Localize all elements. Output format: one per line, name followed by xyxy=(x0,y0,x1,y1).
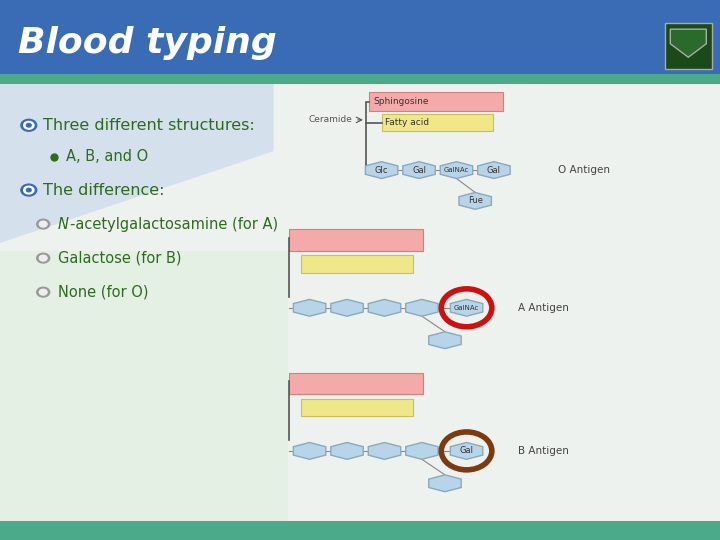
Circle shape xyxy=(40,289,47,295)
Bar xyxy=(289,230,423,251)
Polygon shape xyxy=(450,299,483,316)
Circle shape xyxy=(21,119,37,131)
Polygon shape xyxy=(368,442,401,460)
Text: Gal: Gal xyxy=(412,166,426,174)
Text: Sphingosine: Sphingosine xyxy=(373,97,428,106)
Text: Ceramide: Ceramide xyxy=(309,116,353,124)
Text: The difference:: The difference: xyxy=(43,183,165,198)
Circle shape xyxy=(40,221,47,227)
Text: N: N xyxy=(58,217,68,232)
Polygon shape xyxy=(428,475,462,492)
Circle shape xyxy=(37,219,50,229)
Circle shape xyxy=(21,184,37,196)
Bar xyxy=(0,74,720,84)
Circle shape xyxy=(27,124,31,127)
Polygon shape xyxy=(405,442,438,460)
Bar xyxy=(0,0,720,75)
Polygon shape xyxy=(293,299,326,316)
Text: Gal: Gal xyxy=(459,447,474,455)
Polygon shape xyxy=(450,442,483,460)
Polygon shape xyxy=(405,299,438,316)
Text: A Antigen: A Antigen xyxy=(518,303,570,313)
Polygon shape xyxy=(428,332,462,349)
Text: Fue: Fue xyxy=(468,197,482,205)
Text: None (for O): None (for O) xyxy=(58,285,148,300)
Text: GalNAc: GalNAc xyxy=(444,167,469,173)
Circle shape xyxy=(24,122,34,129)
Text: Galactose (for B): Galactose (for B) xyxy=(58,251,181,266)
Text: B Antigen: B Antigen xyxy=(518,446,570,456)
Bar xyxy=(0,251,288,521)
Polygon shape xyxy=(670,29,706,57)
Bar xyxy=(369,92,503,111)
Bar xyxy=(289,373,423,394)
Bar xyxy=(382,114,493,131)
Text: Glc: Glc xyxy=(375,166,388,174)
Bar xyxy=(0,521,720,540)
Polygon shape xyxy=(293,442,326,460)
Polygon shape xyxy=(0,0,274,243)
Text: Gal: Gal xyxy=(487,166,501,174)
Circle shape xyxy=(27,188,31,192)
Text: -acetylgalactosamine (for A): -acetylgalactosamine (for A) xyxy=(70,217,278,232)
Text: A, B, and O: A, B, and O xyxy=(66,149,148,164)
Circle shape xyxy=(37,287,50,297)
Text: GalNAc: GalNAc xyxy=(454,305,480,311)
Text: Three different structures:: Three different structures: xyxy=(43,118,255,133)
Polygon shape xyxy=(477,161,510,179)
Circle shape xyxy=(37,253,50,263)
Circle shape xyxy=(40,255,47,261)
Polygon shape xyxy=(330,299,364,316)
Bar xyxy=(301,399,413,416)
Circle shape xyxy=(24,186,34,194)
Polygon shape xyxy=(330,442,364,460)
Bar xyxy=(301,255,413,273)
Polygon shape xyxy=(365,161,398,179)
Text: O Antigen: O Antigen xyxy=(558,165,610,175)
Bar xyxy=(665,23,712,69)
Bar xyxy=(0,70,720,521)
Text: Fatty acid: Fatty acid xyxy=(385,118,429,127)
Text: Blood typing: Blood typing xyxy=(18,26,276,60)
Polygon shape xyxy=(440,161,473,179)
Polygon shape xyxy=(459,192,492,210)
Polygon shape xyxy=(368,299,401,316)
Polygon shape xyxy=(402,161,436,179)
